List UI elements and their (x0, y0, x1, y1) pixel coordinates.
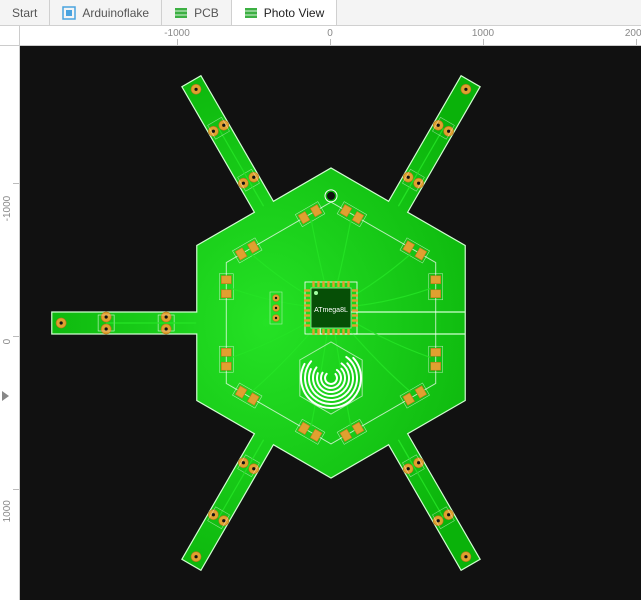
ruler-h-label: 0 (327, 28, 333, 39)
ruler-horizontal[interactable]: -1000 0 1000 2000 (20, 26, 641, 46)
tab-arduinoflake[interactable]: Arduinoflake (50, 0, 162, 25)
ruler-corner (0, 26, 20, 46)
tab-label: Arduinoflake (82, 6, 149, 20)
pcb-canvas[interactable]: ATmega8L (20, 46, 641, 600)
tab-strip: Start Arduinoflake PCB Photo View (0, 0, 641, 26)
pcb-icon (174, 6, 188, 20)
ruler-h-label: 2000 (625, 28, 641, 39)
svg-text:ATmega8L: ATmega8L (314, 307, 348, 314)
ruler-v-label: 0 (2, 339, 13, 345)
tab-pcb[interactable]: PCB (162, 0, 232, 25)
ruler-h-label: 1000 (472, 28, 494, 39)
ruler-v-label: 1000 (2, 500, 13, 522)
ruler-v-label: -1000 (2, 196, 13, 222)
pcb-render: ATmega8L (51, 63, 611, 583)
tab-label: Start (12, 6, 37, 20)
tab-label: Photo View (264, 6, 325, 20)
origin-marker-icon (2, 391, 9, 401)
schematic-icon (62, 6, 76, 20)
tab-photo-view[interactable]: Photo View (232, 0, 338, 25)
tab-label: PCB (194, 6, 219, 20)
tab-start[interactable]: Start (0, 0, 50, 25)
ruler-vertical[interactable]: -1000 0 1000 (0, 46, 20, 600)
pcb-icon (244, 6, 258, 20)
ruler-h-label: -1000 (164, 28, 190, 39)
